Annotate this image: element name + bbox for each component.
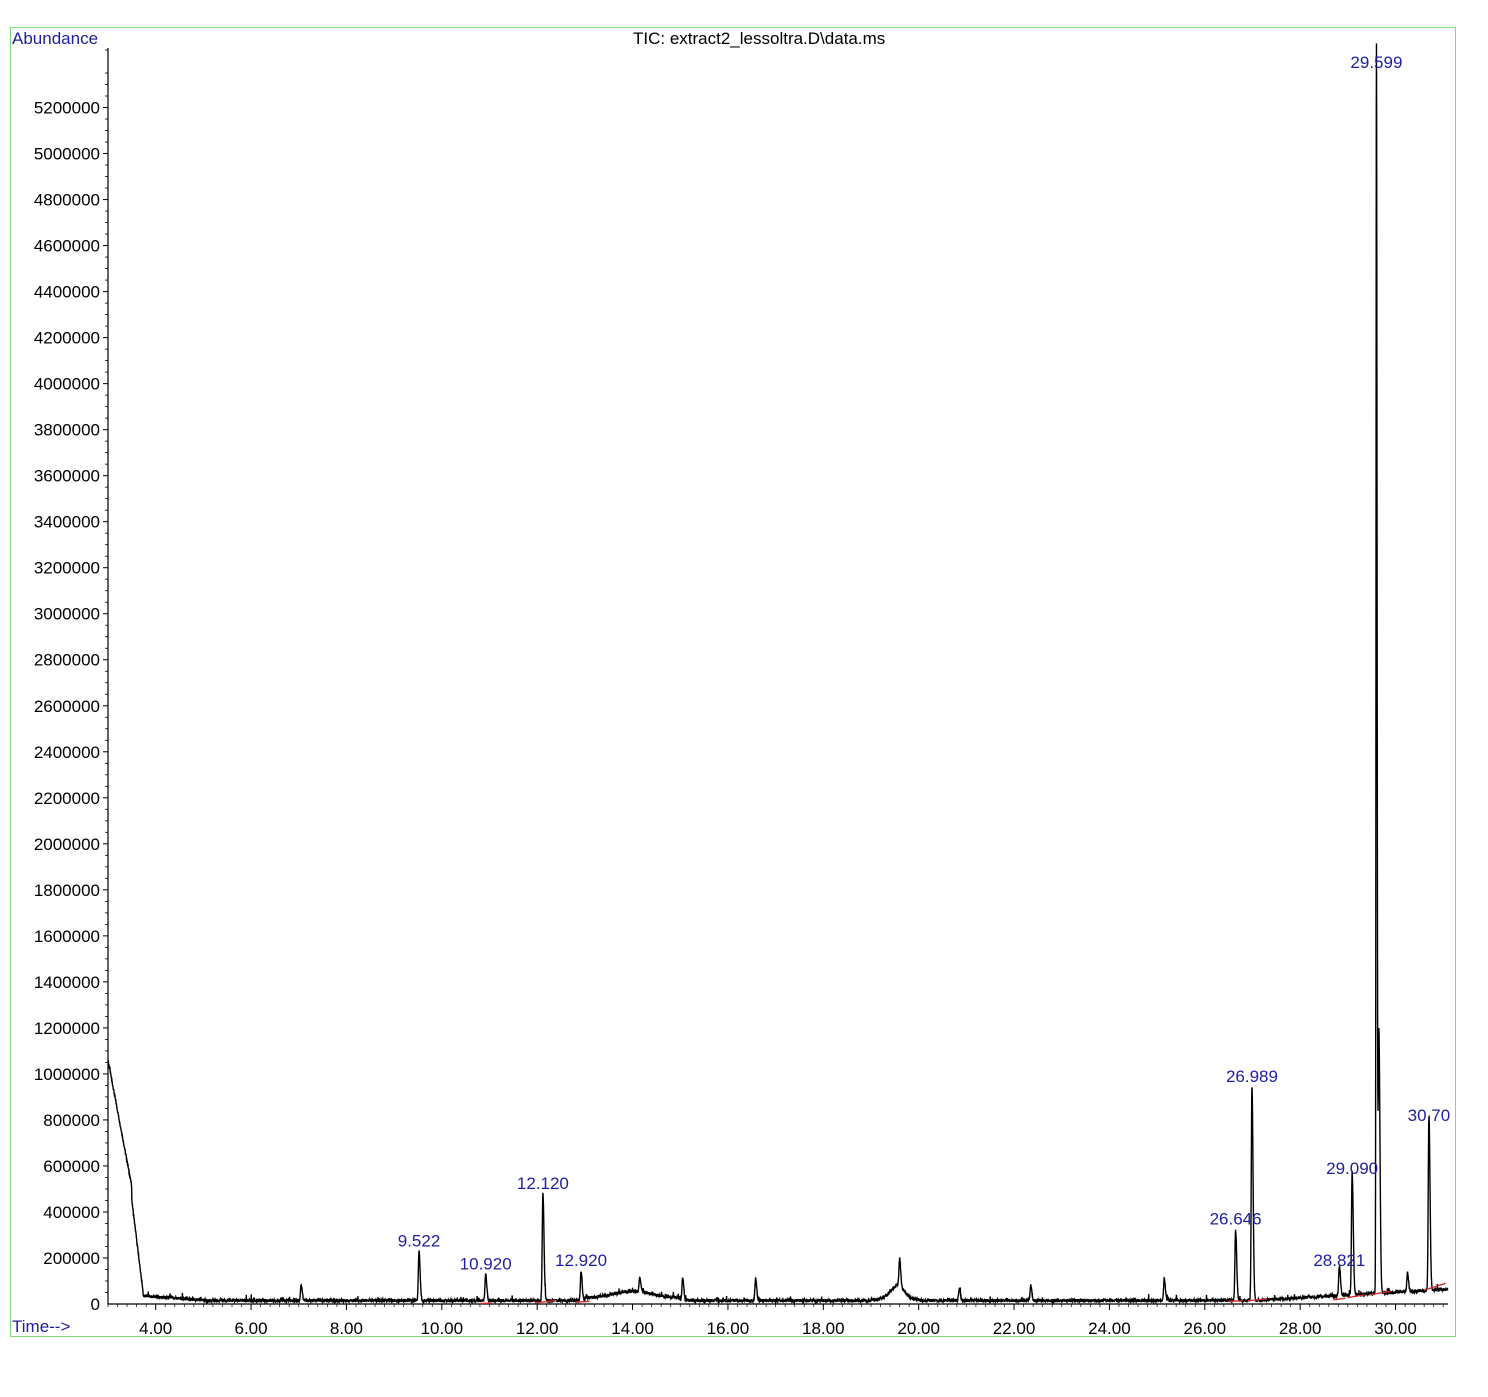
x-tick-label: 6.00 xyxy=(235,1319,268,1338)
peak-label: 29.599 xyxy=(1350,53,1402,72)
y-tick-label: 4200000 xyxy=(34,329,100,348)
x-tick-label: 8.00 xyxy=(330,1319,363,1338)
x-tick-label: 22.00 xyxy=(993,1319,1036,1338)
chart-frame xyxy=(10,27,1456,1337)
peak-label: 12.920 xyxy=(555,1251,607,1270)
x-tick-label: 26.00 xyxy=(1184,1319,1227,1338)
peak-label: 12.120 xyxy=(517,1174,569,1193)
y-tick-label: 4800000 xyxy=(34,191,100,210)
y-tick-label: 3800000 xyxy=(34,421,100,440)
y-tick-label: 2000000 xyxy=(34,835,100,854)
x-tick-label: 12.00 xyxy=(516,1319,559,1338)
y-tick-label: 1800000 xyxy=(34,881,100,900)
y-tick-label: 1400000 xyxy=(34,973,100,992)
y-tick-label: 600000 xyxy=(43,1157,100,1176)
y-tick-label: 4400000 xyxy=(34,283,100,302)
x-tick-label: 20.00 xyxy=(897,1319,940,1338)
y-tick-label: 4600000 xyxy=(34,237,100,256)
peak-label: 26.989 xyxy=(1226,1067,1278,1086)
integration-baseline xyxy=(534,1299,557,1304)
y-tick-label: 400000 xyxy=(43,1203,100,1222)
y-tick-label: 2400000 xyxy=(34,743,100,762)
y-tick-label: 800000 xyxy=(43,1111,100,1130)
x-tick-label: 28.00 xyxy=(1279,1319,1322,1338)
chart-title: TIC: extract2_lessoltra.D\data.ms xyxy=(633,29,886,48)
x-tick-label: 30.00 xyxy=(1374,1319,1417,1338)
integration-baseline xyxy=(1369,1290,1391,1296)
y-tick-label: 5000000 xyxy=(34,145,100,164)
peak-label: 9.522 xyxy=(398,1232,441,1251)
integration-baseline xyxy=(1333,1297,1346,1301)
integration-baseline xyxy=(1423,1282,1446,1291)
y-tick-label: 3000000 xyxy=(34,605,100,624)
peak-label: 29.090 xyxy=(1326,1159,1378,1178)
y-tick-label: 0 xyxy=(91,1295,100,1314)
peak-label: 26.646 xyxy=(1210,1210,1262,1229)
y-tick-label: 3600000 xyxy=(34,467,100,486)
y-tick-label: 1600000 xyxy=(34,927,100,946)
y-tick-label: 3200000 xyxy=(34,559,100,578)
y-tick-label: 1200000 xyxy=(34,1019,100,1038)
y-tick-label: 4000000 xyxy=(34,375,100,394)
y-tick-label: 2600000 xyxy=(34,697,100,716)
tic-trace xyxy=(107,43,1449,1305)
y-tick-label: 200000 xyxy=(43,1249,100,1268)
x-tick-label: 4.00 xyxy=(139,1319,172,1338)
y-axis-label: Abundance xyxy=(12,29,99,48)
x-tick-label: 18.00 xyxy=(802,1319,845,1338)
peak-label: 10.920 xyxy=(460,1255,512,1274)
y-tick-label: 1000000 xyxy=(34,1065,100,1084)
integration-baseline xyxy=(1347,1294,1365,1299)
integration-baseline xyxy=(575,1300,590,1303)
x-tick-label: 16.00 xyxy=(707,1319,750,1338)
integration-baseline xyxy=(1247,1298,1267,1302)
x-tick-label: 24.00 xyxy=(1088,1319,1131,1338)
x-axis-label: Time--> xyxy=(12,1317,71,1336)
y-tick-label: 2800000 xyxy=(34,651,100,670)
y-tick-label: 5200000 xyxy=(34,99,100,118)
peak-label: 28.821 xyxy=(1313,1251,1365,1270)
y-tick-label: 3400000 xyxy=(34,513,100,532)
y-tick-label: 2200000 xyxy=(34,789,100,808)
x-tick-label: 14.00 xyxy=(611,1319,654,1338)
peak-label: 30.70 xyxy=(1408,1106,1451,1125)
x-tick-label: 10.00 xyxy=(421,1319,464,1338)
